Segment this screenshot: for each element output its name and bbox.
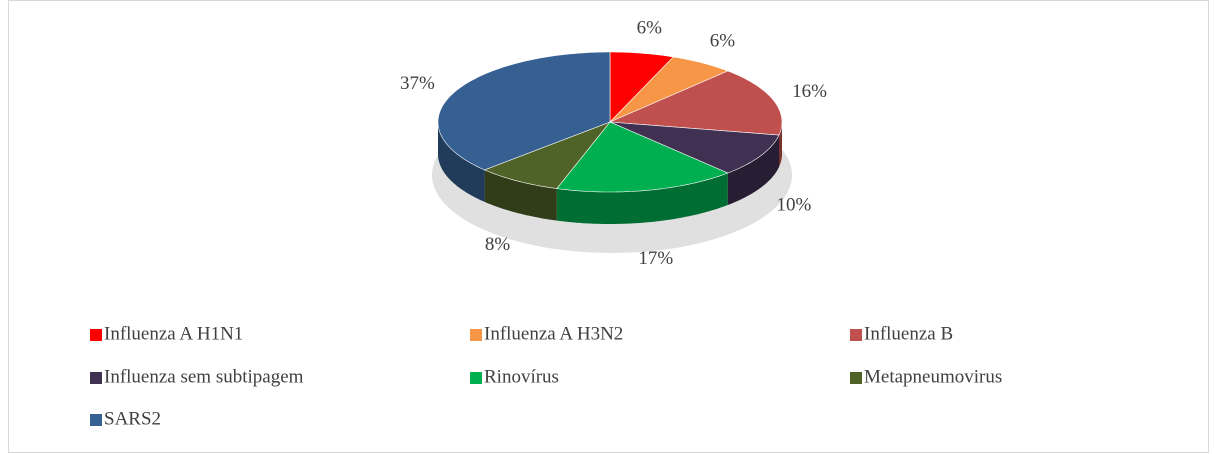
data-label: 17% [638, 248, 673, 269]
slice [609, 121, 780, 174]
slice-side [484, 169, 557, 221]
data-label: 6% [637, 18, 663, 39]
legend-swatch [850, 372, 862, 384]
data-label: 37% [400, 73, 435, 94]
legend-label: Influenza B [864, 323, 953, 344]
slice [556, 121, 729, 193]
legend-swatch [850, 329, 862, 341]
slice [437, 51, 611, 171]
slice-side [727, 135, 779, 205]
legend-label: Influenza A H3N2 [484, 323, 623, 344]
data-label: 8% [485, 234, 511, 255]
slice [609, 56, 729, 123]
legend-label: Rinovírus [484, 366, 559, 387]
slice [609, 70, 783, 136]
legend-swatch [90, 372, 102, 384]
legend-label: Metapneumovirus [864, 366, 1002, 387]
legend-swatch [470, 329, 482, 341]
legend-label: Influenza A H1N1 [104, 323, 243, 344]
slice-side [556, 173, 728, 224]
slice-side [438, 122, 485, 202]
data-label: 6% [710, 31, 736, 52]
data-label: 16% [792, 81, 827, 102]
legend-swatch [470, 372, 482, 384]
legend-swatch [90, 329, 102, 341]
legend-label: SARS2 [104, 408, 161, 429]
legend-swatch [90, 414, 102, 426]
slice [609, 51, 674, 123]
legend-label: Influenza sem subtipagem [104, 366, 304, 387]
slice [483, 121, 611, 189]
data-label: 10% [776, 195, 811, 216]
